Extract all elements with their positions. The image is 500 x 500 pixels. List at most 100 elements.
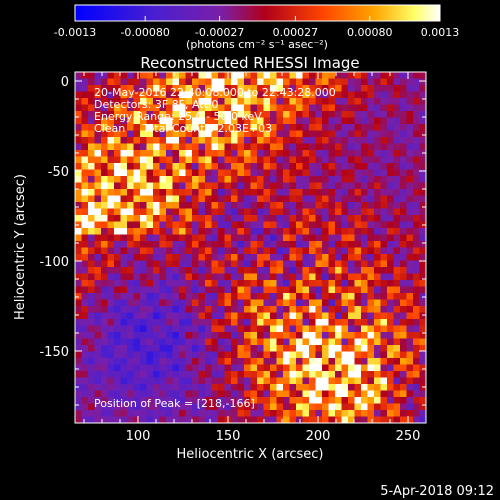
heatmap-cell [120,182,128,190]
heatmap-cell [419,397,426,405]
heatmap-cell [159,182,167,190]
heatmap-cell [315,332,323,340]
heatmap-cell [341,254,349,262]
heatmap-cell [94,111,102,119]
heatmap-cell [146,143,154,151]
heatmap-cell [114,403,122,411]
heatmap-cell [309,358,317,366]
heatmap-cell [172,228,180,236]
heatmap-cell [81,156,89,164]
heatmap-cell [185,208,193,216]
heatmap-cell [146,156,154,164]
heatmap-cell [75,377,83,385]
heatmap-cell [185,286,193,294]
heatmap-cell [393,234,401,242]
heatmap-cell [335,403,343,411]
heatmap-cell [315,351,323,359]
heatmap-cell [348,195,356,203]
heatmap-cell [302,338,310,346]
heatmap-cell [348,397,356,405]
heatmap-cell [413,377,421,385]
heatmap-cell [289,150,297,158]
heatmap-cell [328,234,336,242]
heatmap-cell [276,195,284,203]
heatmap-cell [237,130,245,138]
heatmap-cell [218,358,226,366]
heatmap-cell [205,85,213,93]
heatmap-cell [341,371,349,379]
heatmap-cell [263,241,271,249]
heatmap-cell [270,195,278,203]
heatmap-cell [172,234,180,242]
heatmap-cell [101,410,109,418]
heatmap-cell [354,267,362,275]
heatmap-cell [387,267,395,275]
heatmap-cell [146,150,154,158]
heatmap-cell [88,280,96,288]
heatmap-cell [341,416,349,423]
heatmap-cell [419,260,426,268]
heatmap-cell [263,377,271,385]
heatmap-cell [302,319,310,327]
heatmap-cell [328,163,336,171]
heatmap-cell [270,273,278,281]
heatmap-cell [94,280,102,288]
heatmap-cell [257,176,265,184]
heatmap-cell [374,371,382,379]
heatmap-cell [153,169,161,177]
heatmap-cell [224,241,232,249]
heatmap-cell [289,358,297,366]
heatmap-cell [393,286,401,294]
heatmap-cell [237,143,245,151]
heatmap-cell [237,319,245,327]
heatmap-cell [120,117,128,125]
heatmap-cell [198,312,206,320]
heatmap-cell [179,273,187,281]
heatmap-cell [185,403,193,411]
heatmap-cell [270,397,278,405]
heatmap-cell [120,390,128,398]
heatmap-cell [179,338,187,346]
heatmap-cell [159,195,167,203]
heatmap-cell [283,228,291,236]
heatmap-cell [231,403,239,411]
heatmap-cell [257,338,265,346]
heatmap-cell [218,111,226,119]
heatmap-cell [120,195,128,203]
heatmap-cell [367,351,375,359]
heatmap-cell [400,234,408,242]
heatmap-cell [393,137,401,145]
heatmap-cell [270,189,278,197]
heatmap-cell [296,260,304,268]
heatmap-cell [283,104,291,112]
heatmap-cell [322,130,330,138]
heatmap-cell [374,416,382,423]
heatmap-cell [387,156,395,164]
heatmap-cell [341,143,349,151]
heatmap-cell [107,345,115,353]
heatmap-cell [341,338,349,346]
heatmap-cell [328,156,336,164]
heatmap-cell [133,208,141,216]
heatmap-cell [81,98,89,106]
heatmap-cell [400,390,408,398]
heatmap-cell [218,299,226,307]
heatmap-cell [309,150,317,158]
heatmap-cell [309,312,317,320]
heatmap-cell [133,78,141,86]
heatmap-cell [341,98,349,106]
heatmap-cell [276,124,284,132]
heatmap-cell [270,325,278,333]
heatmap-cell [166,117,174,125]
heatmap-cell [127,169,135,177]
heatmap-cell [322,176,330,184]
heatmap-cell [205,325,213,333]
heatmap-cell [315,117,323,125]
heatmap-cell [296,397,304,405]
heatmap-cell [387,260,395,268]
heatmap-cell [380,98,388,106]
heatmap-cell [192,189,200,197]
heatmap-cell [406,371,414,379]
heatmap-cell [335,390,343,398]
heatmap-cell [276,286,284,294]
